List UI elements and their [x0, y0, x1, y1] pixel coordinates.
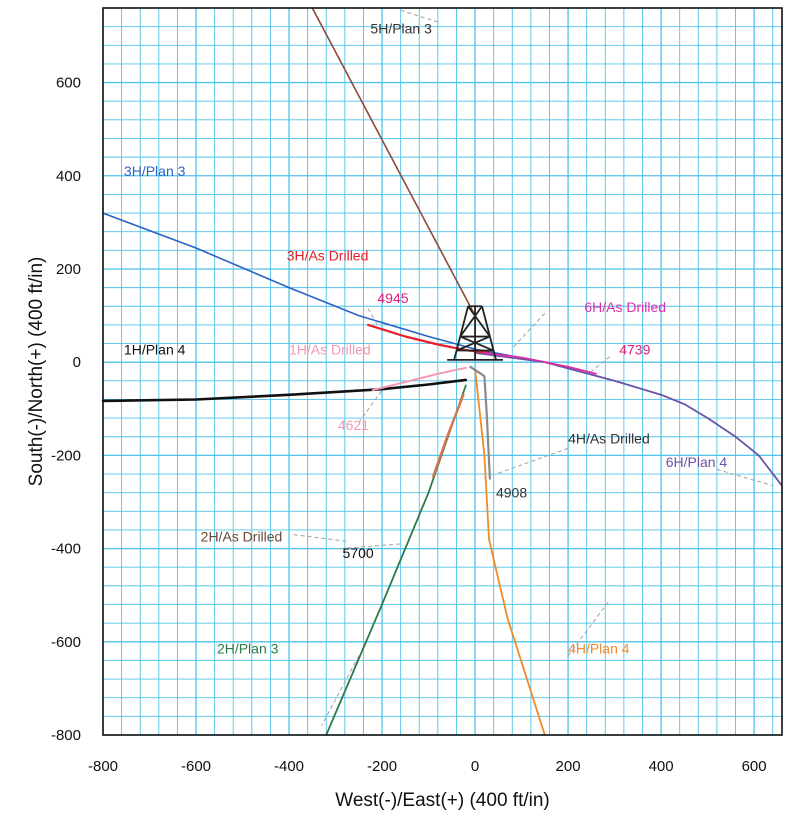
y-tick-label: 600 [56, 75, 81, 92]
y-tick-label: -400 [51, 541, 81, 558]
rig-strut [467, 305, 491, 338]
y-tick-label: -800 [51, 727, 81, 744]
x-tick-label: 0 [471, 758, 479, 775]
y-tick-label: 0 [73, 354, 81, 371]
series-1h-plan-4 [101, 378, 468, 403]
y-tick-label: 400 [56, 168, 81, 185]
series-5h-plan-3 [311, 7, 476, 317]
annotation-leader [567, 599, 611, 657]
series-1h-as-drilled [371, 366, 467, 392]
annotation-label: 5700 [343, 545, 374, 561]
series-4h-plan-4 [474, 368, 546, 736]
annotation-label: 4739 [619, 341, 650, 357]
x-axis-title: West(-)/East(+) (400 ft/in) [335, 790, 550, 811]
label-leaders [293, 9, 773, 726]
annotation-leader [495, 447, 569, 475]
annotation-leader [321, 655, 360, 726]
annotation-label: 4945 [377, 290, 408, 306]
annotation-label: 3H/As Drilled [287, 248, 369, 264]
annotation-label: 1H/As Drilled [289, 341, 371, 357]
annotation-leader [511, 312, 546, 349]
chart-grid [102, 7, 782, 736]
x-tick-label: 200 [556, 758, 581, 775]
x-tick-label: -400 [274, 758, 304, 775]
rig-strut [456, 335, 491, 352]
annotation-label: 6H/As Drilled [584, 299, 666, 315]
x-tick-label: -600 [181, 758, 211, 775]
series-2h-as-drilled [432, 393, 465, 478]
x-tick-labels: -800 -600 -400 -200 0 200 400 600 [88, 758, 767, 775]
x-tick-label: -800 [88, 758, 118, 775]
annotation-label: 6H/Plan 4 [666, 454, 728, 470]
chart-series [101, 7, 783, 736]
x-tick-label: 600 [742, 758, 767, 775]
annotation-leader [340, 543, 401, 550]
y-tick-label: -600 [51, 634, 81, 651]
annotation-label: 2H/As Drilled [201, 529, 283, 545]
annotation-leader [716, 468, 773, 487]
annotation-leader [591, 356, 611, 372]
y-axis-title: South(-)/North(+) (400 ft/in) [26, 257, 47, 487]
series-4h-as-drilled [469, 365, 491, 480]
annotation-label: 3H/Plan 3 [124, 163, 186, 179]
annotation-label: 4H/Plan 4 [568, 640, 630, 656]
series-6h-as-drilled [483, 352, 597, 375]
series-6h-plan-4 [474, 352, 783, 487]
drilling-rig-icon [447, 305, 503, 361]
x-tick-label: -200 [367, 758, 397, 775]
plot-frame [102, 7, 783, 736]
y-tick-label: -200 [51, 447, 81, 464]
y-tick-labels: -800 -600 -400 -200 0 200 400 600 [51, 75, 81, 744]
annotation-label: 4H/As Drilled [568, 431, 650, 447]
x-tick-label: 400 [649, 758, 674, 775]
annotation-label: 1H/Plan 4 [124, 341, 186, 357]
y-tick-label: 200 [56, 261, 81, 278]
annotation-label: 5H/Plan 3 [370, 21, 432, 37]
rig-strut [459, 305, 483, 338]
annotation-leader [293, 534, 350, 543]
chart-annotations: 5H/Plan 3 3H/Plan 3 3H/As Drilled 4945 6H/As… [124, 21, 728, 657]
annotation-leader [367, 308, 378, 326]
annotation-label: 4621 [338, 417, 369, 433]
annotation-label: 2H/Plan 3 [217, 640, 279, 656]
annotation-label: 4908 [496, 484, 527, 500]
rig-strut [459, 335, 495, 352]
